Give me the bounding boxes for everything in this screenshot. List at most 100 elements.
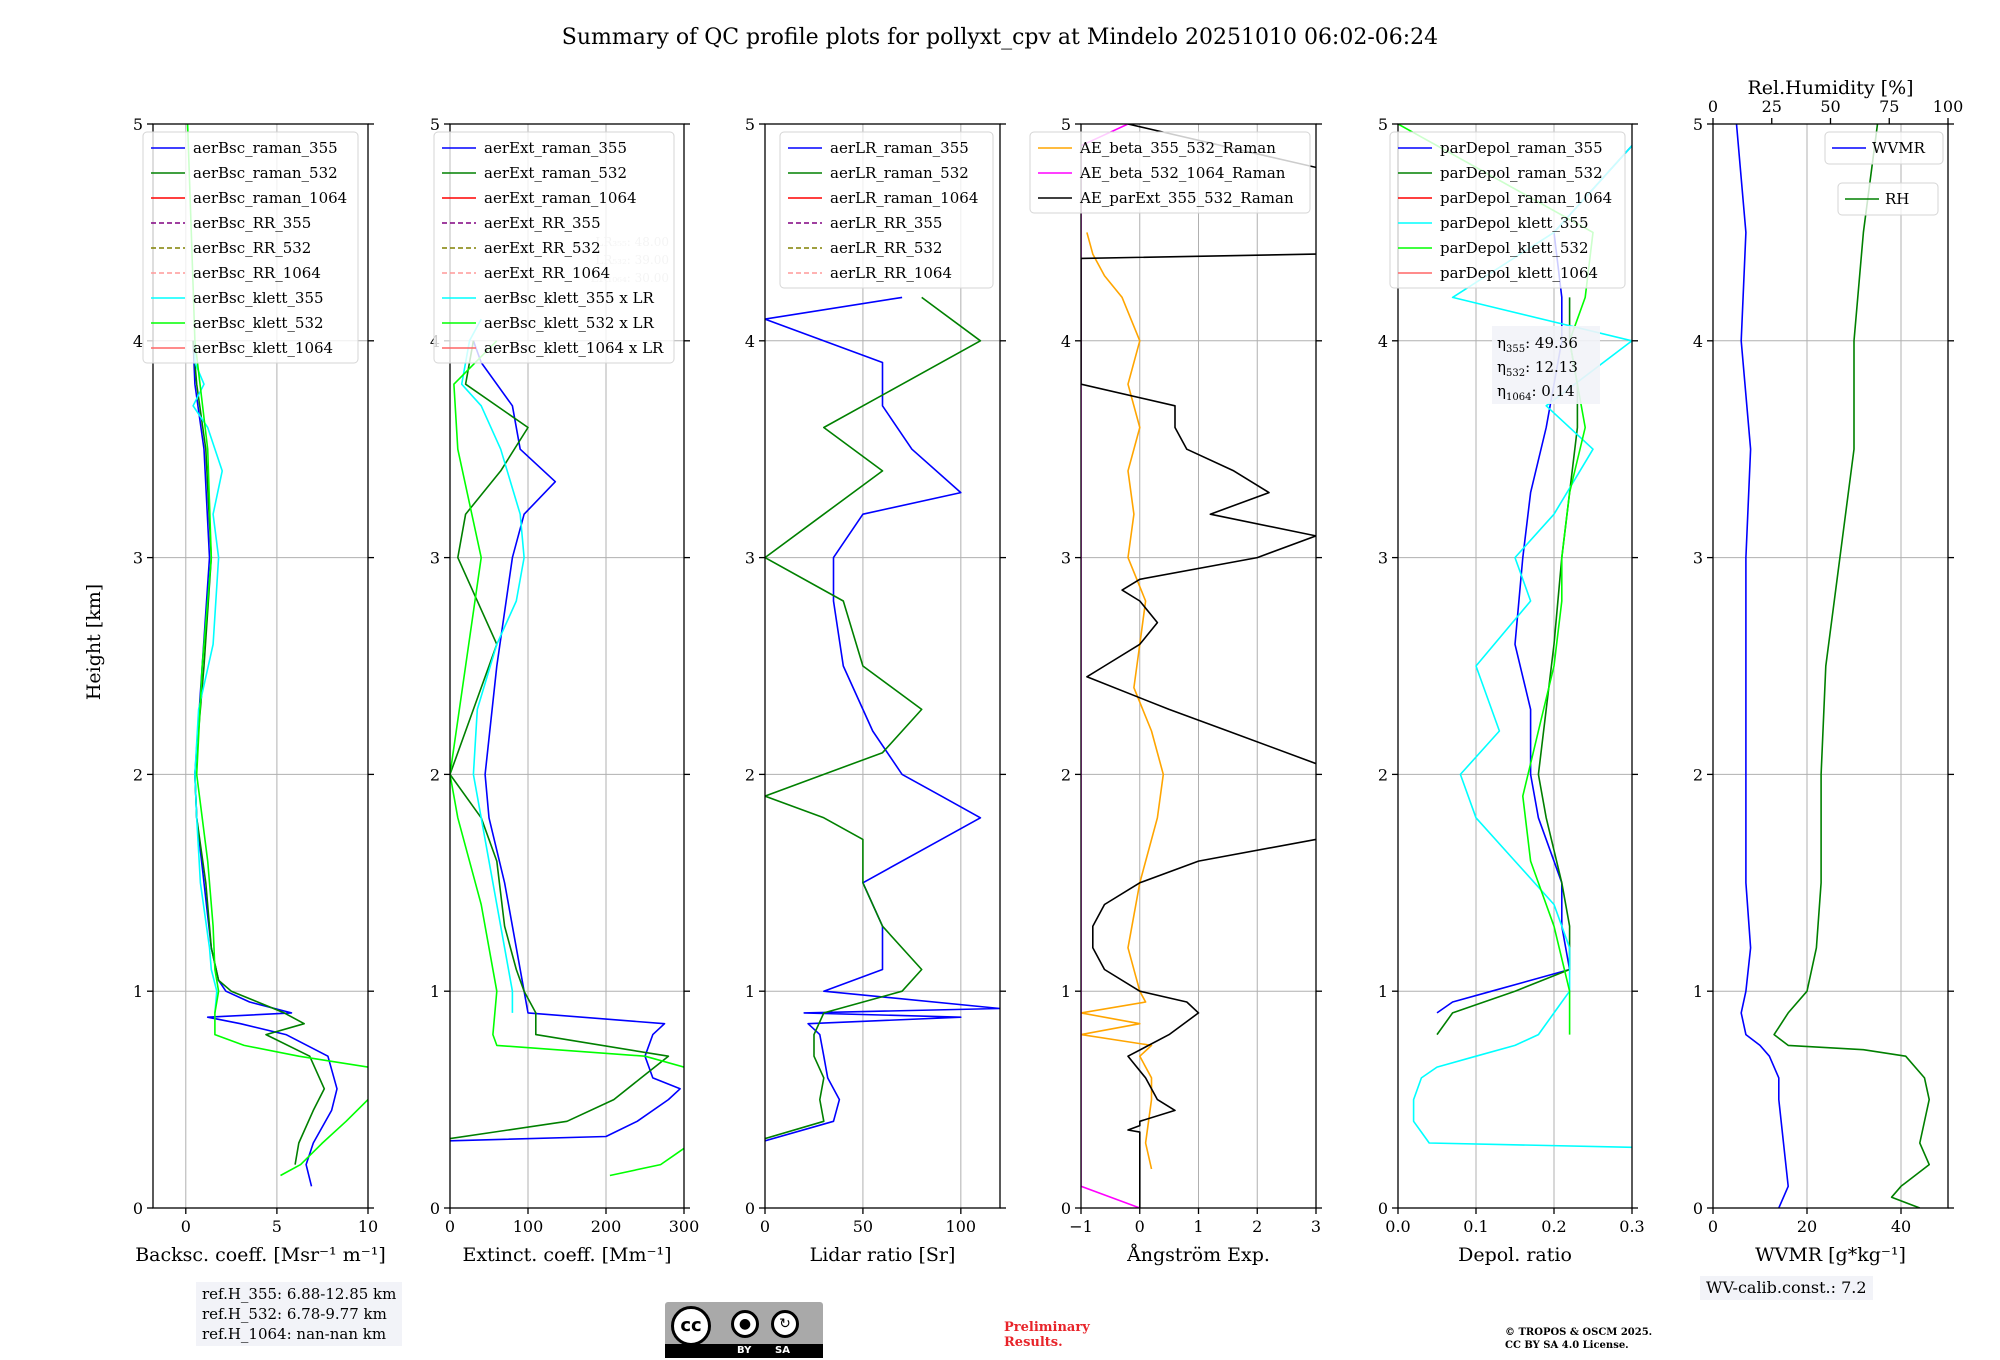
top-tick-label: 50	[1820, 97, 1840, 116]
y-tick-label: 4	[745, 332, 755, 351]
legend-item: aerBsc_raman_1064	[193, 189, 347, 207]
axes-frame	[1397, 123, 1633, 1209]
legend-item: aerLR_raman_355	[830, 139, 969, 157]
axes-frame	[1712, 123, 1949, 1209]
series-line-aerbsc-raman-532	[192, 340, 326, 1165]
legend-item: parDepol_raman_532	[1440, 164, 1603, 182]
y-tick-label: 5	[1378, 115, 1388, 134]
series-line-ae-parext-355-532-raman-upper	[1081, 253, 1316, 765]
series-group	[1735, 124, 1930, 1208]
legend-item: AE_beta_532_1064_Raman	[1079, 164, 1286, 182]
copyright-line-1: © TROPOS & OSCM 2025.	[1505, 1327, 1653, 1338]
x-tick-label: 300	[669, 1217, 700, 1236]
y-tick-label: 2	[1693, 765, 1703, 784]
series-line-aerext-raman-355	[450, 340, 681, 1142]
legend-box	[1824, 131, 1944, 165]
axes-frame	[152, 123, 369, 1209]
x-tick-label: 0	[1708, 1217, 1718, 1236]
y-axis-label: Height [km]	[83, 584, 105, 700]
series-line-aerext-raman-532	[450, 340, 670, 1140]
y-tick-label: 0	[1378, 1199, 1388, 1218]
series-line-pardepol-klett-532	[1398, 124, 1594, 1035]
y-tick-label: 1	[430, 982, 440, 1001]
x-tick-label: 0.2	[1541, 1217, 1566, 1236]
series-group	[450, 318, 684, 1177]
legend-wvmr: WVMR	[1824, 131, 1944, 165]
legend-item: RH	[1885, 190, 1909, 208]
legend-item: aerExt_raman_1064	[484, 189, 637, 207]
series-line-pardepol-raman-532	[1436, 297, 1579, 1036]
y-tick-label: 2	[1061, 765, 1071, 784]
series-line-aerbsc-klett-355-x-lr	[460, 318, 525, 1013]
legend-item: aerBsc_RR_1064	[193, 264, 321, 282]
x-axis-label: Ångström Exp.	[1126, 1244, 1270, 1266]
legend-item: aerBsc_klett_532	[193, 314, 324, 332]
x-axis-label: Depol. ratio	[1458, 1244, 1572, 1266]
y-tick-label: 5	[745, 115, 755, 134]
ref-heights-box: ref.H_355: 6.88-12.85 km ref.H_532: 6.78…	[196, 1282, 403, 1346]
ref-height-532: ref.H_532: 6.78-9.77 km	[202, 1305, 387, 1323]
legend-box	[433, 131, 675, 364]
y-tick-label: 4	[133, 332, 143, 351]
legend-box	[1837, 182, 1939, 216]
panel-2: 0100200300012345Extinct. coeff. [Mm⁻¹]LR…	[430, 115, 699, 1266]
y-tick-label: 0	[1693, 1199, 1703, 1218]
y-tick-label: 3	[745, 549, 755, 568]
legend: aerBsc_raman_355 aerBsc_raman_532 aerBsc_r…	[142, 131, 359, 364]
y-tick-label: 1	[133, 982, 143, 1001]
x-axis-label: WVMR [g*kg⁻¹]	[1755, 1244, 1906, 1266]
eta-background	[1492, 326, 1600, 404]
y-tick-label: 2	[745, 765, 755, 784]
legend: aerLR_raman_355 aerLR_raman_532 aerLR_rama…	[779, 131, 994, 289]
x-tick-label: 40	[1891, 1217, 1911, 1236]
preliminary-note: Preliminary Results.	[1004, 1320, 1090, 1350]
legend-box	[779, 131, 994, 289]
x-tick-label: 0	[181, 1217, 191, 1236]
y-tick-label: 5	[430, 115, 440, 134]
copyright-note: © TROPOS & OSCM 2025. CC BY SA 4.0 Licen…	[1505, 1326, 1652, 1352]
legend-item: aerLR_raman_532	[830, 164, 969, 182]
y-tick-label: 1	[1693, 982, 1703, 1001]
x-tick-label: 3	[1311, 1217, 1321, 1236]
series-line-aerbsc-klett-532-x-lr	[450, 340, 684, 1177]
x-tick-label: 0.1	[1463, 1217, 1488, 1236]
legend-item: aerBsc_klett_355 x LR	[484, 289, 655, 307]
ref-height-1064: ref.H_1064: nan-nan km	[202, 1325, 387, 1343]
y-tick-label: 5	[133, 115, 143, 134]
legend-item: AE_parExt_355_532_Raman	[1079, 189, 1294, 207]
x-tick-label: 1	[1193, 1217, 1203, 1236]
y-tick-label: 4	[1693, 332, 1703, 351]
legend-item: AE_beta_355_532_Raman	[1079, 139, 1276, 157]
legend-item: aerExt_RR_1064	[484, 264, 610, 282]
x-tick-label: −1	[1069, 1217, 1093, 1236]
x-tick-label: 0	[760, 1217, 770, 1236]
legend-item: aerExt_raman_355	[484, 139, 627, 157]
eta-box: η355: 49.36 η532: 12.13 η1064: 0.14	[1492, 326, 1600, 404]
y-tick-label: 3	[1693, 549, 1703, 568]
legend-item: parDepol_raman_1064	[1440, 189, 1612, 207]
legend-item: parDepol_klett_1064	[1440, 264, 1598, 282]
series-line-rh	[1773, 124, 1930, 1208]
legend-item: aerBsc_klett_532 x LR	[484, 314, 655, 332]
y-tick-label: 3	[430, 549, 440, 568]
legend-item: aerBsc_raman_532	[193, 164, 338, 182]
wv-calib-const: WV-calib.const.: 7.2	[1706, 1278, 1867, 1297]
legend-item: parDepol_klett_355	[1440, 214, 1589, 232]
x-axis-label: Lidar ratio [Sr]	[810, 1244, 956, 1266]
y-tick-label: 0	[133, 1199, 143, 1218]
series-line-ae-beta-532-1064-raman	[1081, 124, 1141, 1208]
legend-item: aerBsc_RR_532	[193, 239, 311, 257]
x-tick-label: 100	[513, 1217, 544, 1236]
series-line-aerlr-raman-355	[765, 296, 1000, 1142]
legend-item: aerBsc_klett_355	[193, 289, 324, 307]
series-line-aerbsc-klett-355	[192, 340, 223, 1013]
top-tick-label: 100	[1933, 97, 1964, 116]
eta-355: η355: 49.36	[1497, 334, 1578, 355]
x-tick-label: 0.0	[1385, 1217, 1410, 1236]
x-tick-label: 2	[1252, 1217, 1262, 1236]
eta-532: η532: 12.13	[1497, 358, 1578, 379]
eta-1064: η1064: 0.14	[1497, 382, 1575, 403]
x-tick-label: 5	[272, 1217, 282, 1236]
